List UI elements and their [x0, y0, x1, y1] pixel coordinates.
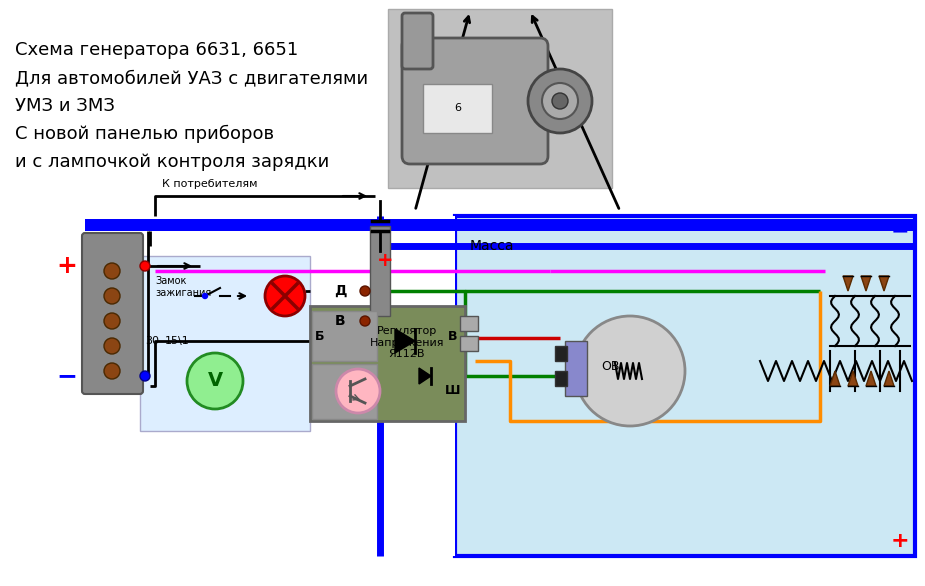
Circle shape	[336, 369, 380, 413]
FancyBboxPatch shape	[310, 306, 465, 421]
FancyBboxPatch shape	[460, 316, 478, 331]
Text: и с лампочкой контроля зарядки: и с лампочкой контроля зарядки	[15, 153, 329, 171]
Polygon shape	[879, 276, 889, 291]
Text: +: +	[891, 531, 909, 551]
FancyBboxPatch shape	[402, 38, 548, 164]
FancyBboxPatch shape	[388, 9, 612, 188]
Text: Для автомобилей УАЗ с двигателями: Для автомобилей УАЗ с двигателями	[15, 69, 368, 87]
Text: −: −	[56, 364, 78, 388]
FancyBboxPatch shape	[460, 336, 478, 351]
Polygon shape	[884, 371, 894, 386]
Polygon shape	[866, 371, 876, 386]
FancyBboxPatch shape	[555, 371, 567, 386]
FancyBboxPatch shape	[555, 346, 567, 361]
Text: 30: 30	[145, 336, 159, 346]
Circle shape	[203, 294, 207, 298]
Circle shape	[542, 83, 578, 119]
FancyBboxPatch shape	[402, 13, 433, 69]
Text: В: В	[448, 329, 457, 342]
FancyBboxPatch shape	[455, 216, 915, 556]
Text: Б: Б	[315, 329, 325, 342]
Polygon shape	[419, 368, 431, 384]
FancyBboxPatch shape	[100, 216, 455, 556]
Circle shape	[265, 276, 305, 316]
Circle shape	[187, 353, 243, 409]
Circle shape	[360, 286, 370, 296]
Text: 15\1: 15\1	[165, 336, 190, 346]
Text: ОВ: ОВ	[600, 359, 619, 373]
Circle shape	[140, 261, 150, 271]
Text: −: −	[891, 221, 909, 241]
Circle shape	[104, 288, 120, 304]
Text: В: В	[335, 314, 345, 328]
FancyBboxPatch shape	[370, 226, 390, 316]
Polygon shape	[830, 371, 840, 386]
Circle shape	[552, 93, 568, 109]
Text: Ш: Ш	[445, 384, 460, 397]
FancyBboxPatch shape	[423, 84, 492, 133]
FancyBboxPatch shape	[82, 233, 143, 394]
Text: Регулятор
Напряжения
Я112В: Регулятор Напряжения Я112В	[370, 326, 444, 359]
Polygon shape	[843, 276, 853, 291]
Polygon shape	[861, 276, 871, 291]
Text: К потребителям: К потребителям	[162, 179, 258, 189]
Text: С новой панелью приборов: С новой панелью приборов	[15, 125, 274, 143]
Circle shape	[575, 316, 685, 426]
Text: Схема генератора 6631, 6651: Схема генератора 6631, 6651	[15, 41, 298, 59]
Text: Замок
зажигания: Замок зажигания	[155, 276, 211, 298]
Polygon shape	[395, 329, 415, 353]
Circle shape	[104, 363, 120, 379]
Circle shape	[104, 338, 120, 354]
Text: V: V	[207, 372, 223, 390]
Text: 6: 6	[454, 103, 462, 113]
Text: Д: Д	[334, 284, 346, 298]
FancyBboxPatch shape	[565, 341, 587, 396]
Text: Масса: Масса	[470, 239, 514, 253]
Circle shape	[360, 316, 370, 326]
Circle shape	[140, 371, 150, 381]
FancyBboxPatch shape	[140, 256, 310, 431]
Circle shape	[104, 263, 120, 279]
Circle shape	[104, 313, 120, 329]
Circle shape	[528, 69, 592, 133]
FancyBboxPatch shape	[312, 311, 377, 361]
Text: +: +	[376, 251, 393, 271]
FancyBboxPatch shape	[85, 219, 915, 231]
Text: +: +	[56, 254, 78, 278]
FancyBboxPatch shape	[312, 364, 377, 419]
Polygon shape	[848, 371, 858, 386]
Text: УМЗ и ЗМЗ: УМЗ и ЗМЗ	[15, 97, 115, 115]
